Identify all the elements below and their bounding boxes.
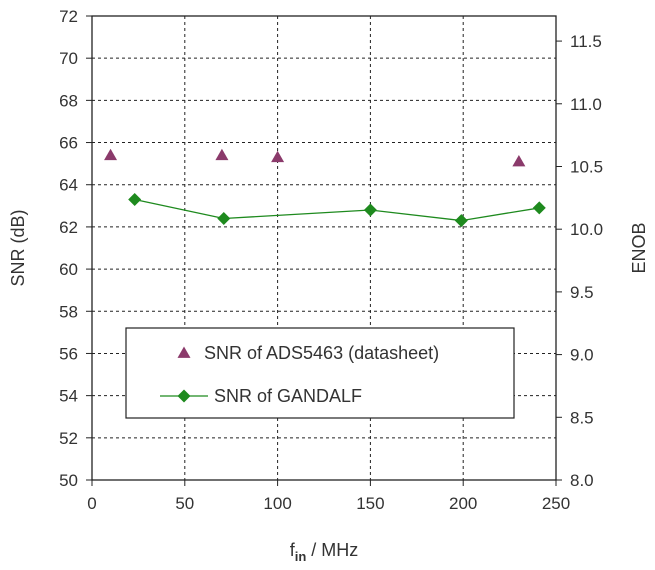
legend: SNR of ADS5463 (datasheet) SNR of GANDAL… [125,327,515,419]
data-point-triangle [512,155,526,167]
y-tick-label: 68 [59,91,78,110]
y-tick-label: 56 [59,344,78,363]
x-tick-label: 0 [87,494,96,513]
data-point-diamond [532,201,546,215]
x-tick-label: 50 [175,494,194,513]
y-tick-label: 62 [59,218,78,237]
data-point-diamond [128,192,142,206]
y-tick-label: 64 [59,176,78,195]
legend-diamond-marker [177,389,191,403]
x-tick-label: 150 [356,494,384,513]
y-tick-label: 72 [59,7,78,26]
x-axis-label-main: f [290,540,296,560]
y2-tick-label: 9.5 [570,283,594,302]
x-axis-label-suffix: / MHz [306,540,358,560]
legend-symbol-gandalf [160,389,208,403]
legend-box [125,327,515,419]
data-point-diamond [454,214,468,228]
legend-triangle-marker [177,346,191,358]
series-gandalf [128,192,546,228]
y-tick-label: 52 [59,429,78,448]
x-axis-ticks: 0 50 100 150 200 250 [87,480,570,513]
series-line [134,198,540,222]
data-point-triangle [104,148,118,161]
legend-label-ads5463: SNR of ADS5463 (datasheet) [204,343,439,363]
y-tick-label: 66 [59,134,78,153]
data-point-diamond [217,211,231,225]
y-axis-label: SNR (dB) [8,209,28,286]
y2-axis-ticks: 8.0 8.5 9.0 9.5 10.0 10.5 11.0 11.5 [556,32,603,490]
x-axis-label-subscript: in [295,549,307,564]
plot-frame [91,15,557,481]
data-point-triangle [271,150,285,163]
y2-tick-label: 8.0 [570,471,594,490]
data-series [104,148,546,228]
series-ads5463 [104,148,526,167]
legend-label-gandalf: SNR of GANDALF [214,386,362,406]
y2-tick-label: 8.5 [570,408,594,427]
x-tick-label: 100 [263,494,291,513]
y2-tick-label: 9.0 [570,346,594,365]
x-tick-label: 200 [449,494,477,513]
x-tick-label: 250 [542,494,570,513]
legend-symbol-ads5463 [177,346,191,358]
x-axis-label: fin / MHz [290,540,359,564]
y2-tick-label: 11.5 [570,32,602,51]
y-tick-label: 70 [59,49,78,68]
y2-tick-label: 11.0 [570,95,602,114]
y-tick-label: 60 [59,260,78,279]
y-axis-ticks: 50 52 54 56 58 60 62 64 66 68 70 72 [59,7,92,490]
y2-axis-label: ENOB [629,222,649,273]
y2-tick-label: 10.5 [570,157,603,176]
y2-tick-label: 10.0 [570,220,603,239]
y-tick-label: 58 [59,302,78,321]
y-tick-label: 54 [59,387,78,406]
data-point-diamond [363,203,377,217]
data-point-triangle [215,148,229,161]
y-tick-label: 50 [59,471,78,490]
